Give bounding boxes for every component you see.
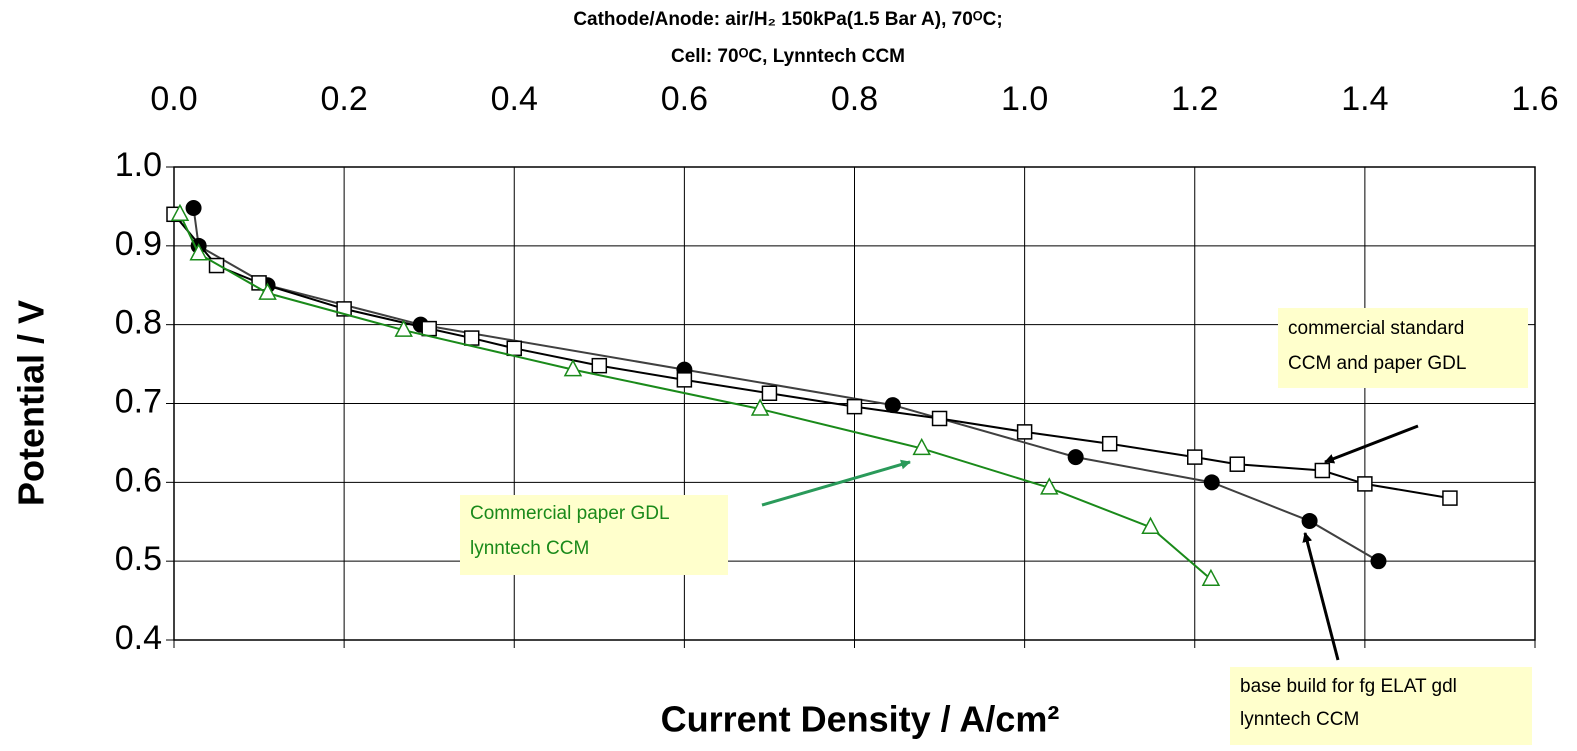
annotation-text: lynntech CCM — [470, 538, 589, 559]
data-point — [421, 320, 437, 337]
annotation: Commercial paper GDL lynntech CCM — [460, 459, 911, 575]
annotation-box — [460, 495, 728, 575]
annotation-box — [1230, 667, 1532, 745]
x-tick-label: 0.6 — [661, 80, 708, 118]
data-point — [1187, 449, 1203, 465]
x-axis-label: Current Density / A/cm² — [661, 699, 1060, 740]
arrow — [761, 459, 911, 507]
data-point — [1040, 477, 1059, 495]
data-point — [884, 397, 901, 414]
data-point — [463, 330, 480, 346]
x-tick-label: 1.4 — [1341, 80, 1388, 118]
y-tick-label: 0.7 — [115, 382, 162, 420]
annotation-box — [1278, 308, 1528, 388]
data-point — [1370, 553, 1387, 570]
data-point — [1203, 474, 1220, 491]
data-point — [1016, 424, 1033, 440]
data-point — [1141, 516, 1160, 535]
data-point — [1229, 456, 1246, 472]
data-point — [185, 199, 202, 216]
annotation-text: CCM and paper GDL — [1288, 353, 1466, 374]
data-point — [1442, 490, 1458, 506]
data-point — [394, 319, 413, 337]
x-tick-label: 0.0 — [150, 80, 197, 118]
x-tick-label: 1.2 — [1171, 80, 1218, 118]
y-tick-label: 0.5 — [115, 540, 162, 578]
x-tick-label: 0.2 — [320, 80, 367, 118]
y-tick-label: 1.0 — [115, 146, 162, 184]
y-tick-label: 0.4 — [115, 619, 162, 657]
y-tick-label: 0.6 — [115, 461, 162, 499]
plot-area: 0.4 0.5 0.6 0.7 0.8 0.9 1.0 0.0 0.2 0.4 0.6 0.8 1.0 1… — [115, 80, 1559, 657]
data-point — [676, 372, 693, 388]
arrow — [1302, 532, 1340, 661]
data-point — [761, 385, 778, 402]
data-point — [931, 410, 948, 427]
data-point — [258, 282, 277, 300]
y-tick-label: 0.9 — [115, 225, 162, 263]
annotation-text: Commercial paper GDL — [470, 503, 670, 524]
data-point — [563, 359, 583, 377]
annotation-text: lynntech CCM — [1240, 709, 1359, 730]
data-point — [189, 243, 208, 261]
chart-title: Cell: 70ᴼC, Lynntech CCM — [671, 46, 905, 67]
arrow — [1324, 424, 1419, 464]
x-tick-label: 0.8 — [831, 80, 878, 118]
series-line — [192, 207, 1379, 563]
annotation: base build for fg ELAT gdl lynntech CCM — [1230, 532, 1532, 745]
data-point — [170, 203, 190, 222]
data-point — [1101, 435, 1118, 452]
data-point — [1067, 449, 1084, 466]
x-tick-label: 0.4 — [491, 80, 538, 118]
annotation-text: commercial standard — [1288, 318, 1464, 339]
series-line — [173, 213, 1451, 500]
data-point — [1314, 462, 1331, 479]
data-point — [750, 398, 770, 416]
y-axis-label: Potential / V — [11, 300, 52, 506]
data-point — [846, 398, 863, 415]
data-point — [506, 340, 522, 357]
annotation: commercial standard CCM and paper GDL — [1278, 308, 1528, 464]
data-point — [1301, 512, 1318, 529]
series-line — [179, 213, 1212, 581]
x-tick-label: 1.0 — [1001, 80, 1048, 118]
x-tick-label: 1.6 — [1511, 80, 1558, 118]
annotation-text: base build for fg ELAT gdl — [1240, 676, 1457, 697]
data-point — [591, 357, 608, 374]
data-point — [1201, 568, 1221, 587]
data-point — [912, 437, 931, 456]
y-tick-label: 0.8 — [115, 304, 162, 342]
chart-title: Cathode/Anode: air/H₂ 150kPa(1.5 Bar A),… — [573, 9, 1002, 30]
plot-border — [173, 166, 1536, 641]
data-point — [1357, 476, 1373, 492]
